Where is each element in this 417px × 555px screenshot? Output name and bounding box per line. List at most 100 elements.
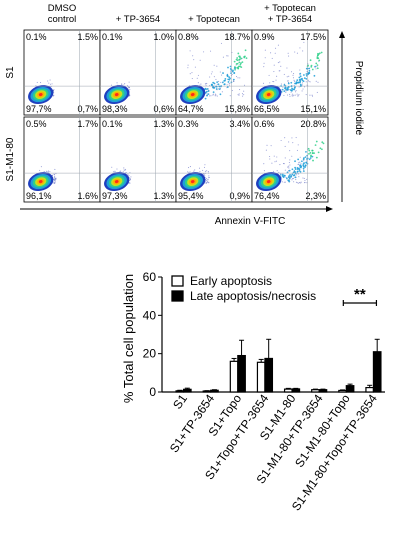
event-dot <box>227 55 229 57</box>
event-dot <box>51 83 53 85</box>
event-dot <box>265 149 267 151</box>
event-dot <box>295 89 297 92</box>
event-dot <box>315 62 318 65</box>
event-dot <box>288 161 290 164</box>
event-dot <box>289 95 291 97</box>
event-dot <box>274 161 276 163</box>
quadrant-ll-label: 66,5% <box>254 104 280 114</box>
event-dot <box>206 177 208 179</box>
quadrant-ul-label: 0.1% <box>102 119 123 129</box>
event-dot <box>36 81 38 83</box>
column-header: + Topotecan + TP-3654 <box>264 3 316 25</box>
legend-label: Early apoptosis <box>190 274 272 288</box>
event-dot <box>306 178 308 180</box>
event-dot <box>295 91 297 93</box>
event-dot <box>296 174 298 176</box>
event-dot <box>309 59 312 62</box>
event-dot <box>293 72 295 75</box>
event-dot <box>228 78 231 81</box>
event-dot <box>279 173 282 176</box>
event-dot <box>288 55 290 57</box>
event-dot <box>187 67 189 69</box>
quadrant-ll-label: 64,7% <box>178 104 204 114</box>
event-dot <box>279 164 281 166</box>
event-dot <box>276 156 278 158</box>
density-contour <box>114 93 119 97</box>
event-dot <box>206 94 208 97</box>
event-dot <box>293 88 296 91</box>
event-dot <box>211 71 213 73</box>
bar <box>365 386 375 393</box>
event-dot <box>237 67 240 69</box>
y-axis-label: Propidium iodide <box>353 61 364 136</box>
event-dot <box>289 93 291 96</box>
event-dot <box>298 78 301 81</box>
event-dot <box>53 174 55 176</box>
event-dot <box>307 147 310 150</box>
event-dot <box>270 52 272 54</box>
quadrant-lr-label: 1.3% <box>153 191 174 201</box>
event-dot <box>120 170 122 172</box>
event-dot <box>300 163 302 165</box>
event-dot <box>302 170 305 173</box>
event-dot <box>281 181 283 183</box>
event-dot <box>205 182 207 184</box>
event-dot <box>218 85 221 88</box>
event-dot <box>294 86 296 88</box>
flow-panel: 0.6% 20.8% 76,4% 2,3% <box>251 116 329 203</box>
event-dot <box>215 94 217 96</box>
event-dot <box>226 84 228 86</box>
event-dot <box>266 144 268 146</box>
event-dot <box>281 88 284 91</box>
event-dot <box>286 87 289 89</box>
event-dot <box>112 171 114 173</box>
event-dot <box>193 59 195 61</box>
event-dot <box>297 167 300 170</box>
event-dot <box>240 66 243 69</box>
event-dot <box>231 89 233 92</box>
event-dot <box>232 78 235 81</box>
x-axis-label: Annexin V-FITC <box>215 216 286 227</box>
event-dot <box>215 88 218 90</box>
event-dot <box>212 86 215 89</box>
event-dot <box>290 81 293 84</box>
event-dot <box>196 77 198 79</box>
event-dot <box>295 136 297 139</box>
event-dot <box>209 76 211 78</box>
event-dot <box>296 182 298 184</box>
event-dot <box>224 79 226 82</box>
event-dot <box>290 89 293 92</box>
event-dot <box>272 170 275 172</box>
event-dot <box>302 164 305 167</box>
event-dot <box>204 170 206 172</box>
event-dot <box>283 175 286 177</box>
event-dot <box>187 171 189 173</box>
event-dot <box>202 169 204 171</box>
legend-label: Late apoptosis/necrosis <box>190 289 316 303</box>
event-dot <box>298 162 300 164</box>
event-dot <box>302 88 304 90</box>
event-dot <box>289 150 291 152</box>
quadrant-ul-label: 0.9% <box>254 32 275 42</box>
event-dot <box>287 170 290 172</box>
event-dot <box>305 73 308 75</box>
event-dot <box>233 80 235 82</box>
event-dot <box>214 95 216 97</box>
event-dot <box>282 86 284 88</box>
event-dot <box>280 65 282 67</box>
event-dot <box>189 166 191 168</box>
bar <box>338 389 347 393</box>
event-dot <box>287 179 290 182</box>
y-tick-label: 60 <box>143 270 157 284</box>
quadrant-ul-label: 0.1% <box>26 32 47 42</box>
event-dot <box>232 69 234 72</box>
event-dot <box>298 173 300 175</box>
event-dot <box>52 95 54 97</box>
event-dot <box>123 169 125 171</box>
event-dot <box>300 78 303 81</box>
event-dot <box>288 75 290 77</box>
event-dot <box>114 171 116 173</box>
quadrant-ur-label: 20.8% <box>300 119 326 129</box>
